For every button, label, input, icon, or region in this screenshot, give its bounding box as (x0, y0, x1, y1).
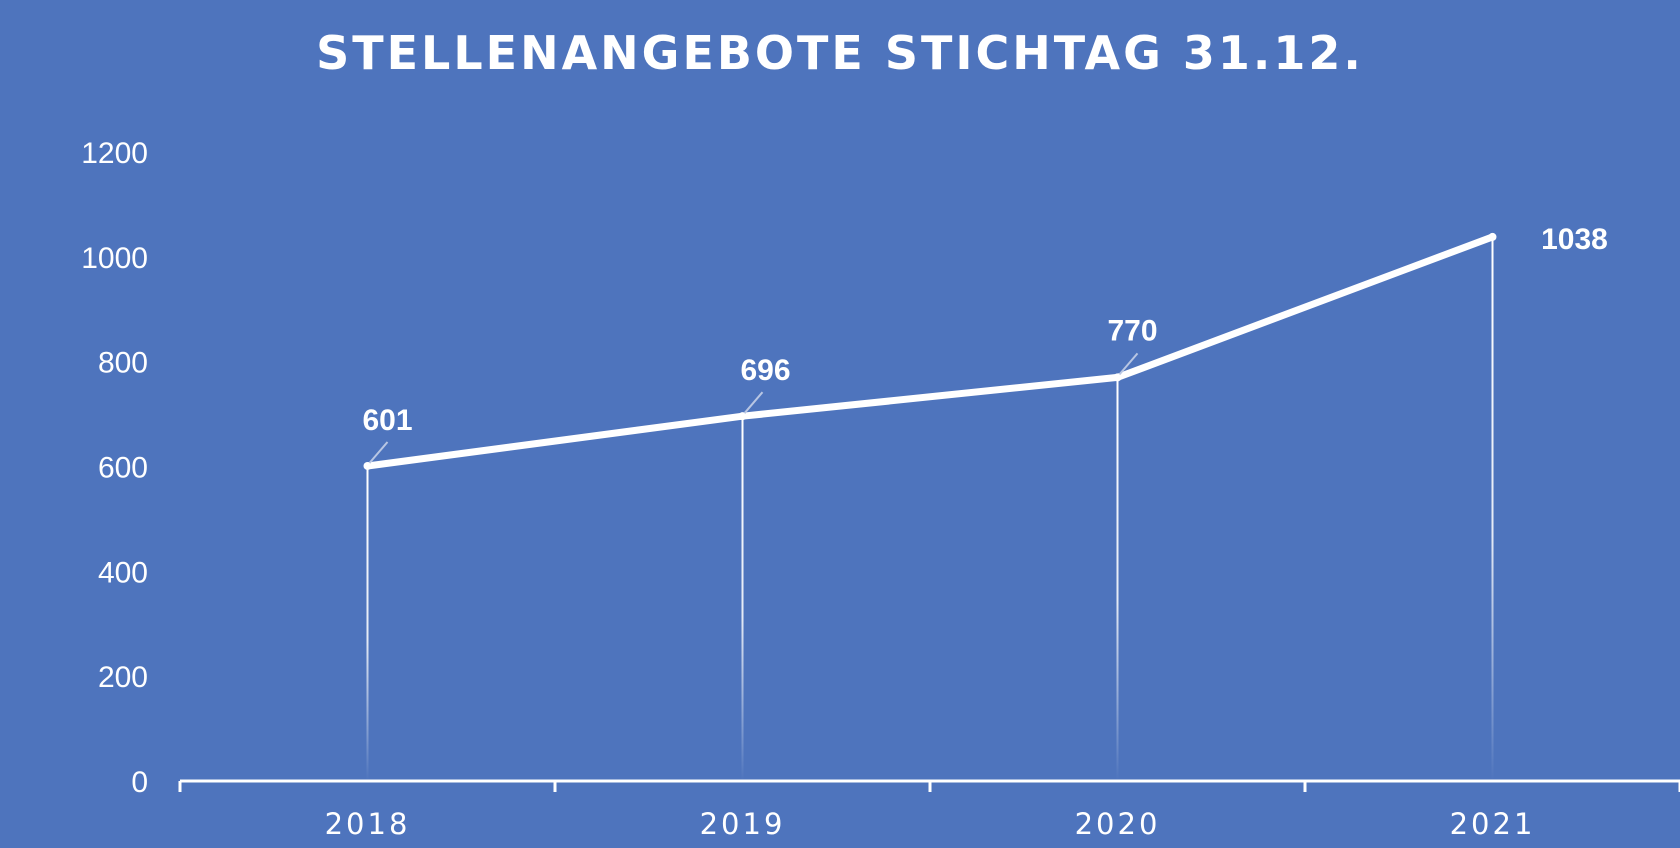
data-point (738, 412, 747, 421)
series-line (364, 233, 1496, 470)
y-axis: 0 200 400 600 800 1000 1200 (81, 137, 148, 799)
series-line-group (363, 232, 1497, 470)
y-tick-label: 200 (98, 661, 148, 694)
data-point (363, 461, 372, 470)
x-tick-label: 2021 (1450, 807, 1536, 841)
data-point (1113, 373, 1122, 382)
data-labels: 601 696 770 1038 (362, 223, 1608, 464)
drop-lines (366, 236, 1494, 782)
data-label-leader (1118, 352, 1139, 376)
data-point (1488, 232, 1497, 241)
y-tick-label: 0 (131, 766, 148, 799)
data-label-leader (743, 391, 764, 414)
x-tick-label: 2019 (700, 807, 786, 841)
x-tick-label: 2018 (325, 807, 411, 841)
data-label: 770 (1107, 314, 1157, 347)
y-tick-label: 800 (98, 347, 148, 380)
y-tick-label: 400 (98, 556, 148, 589)
data-label: 696 (740, 354, 790, 387)
drop-line (1491, 236, 1494, 782)
x-tick-label: 2020 (1075, 807, 1161, 841)
y-tick-label: 1200 (81, 137, 148, 170)
x-axis: 2018 2019 2020 2021 (178, 779, 1680, 841)
data-label-leader (368, 441, 389, 464)
drop-line (741, 416, 744, 781)
data-label: 601 (362, 404, 412, 437)
drop-line (1116, 377, 1119, 781)
chart-title: STELLENANGEBOTE STICHTAG 31.12. (316, 26, 1364, 80)
drop-line (366, 465, 369, 781)
data-label: 1038 (1541, 223, 1608, 256)
y-tick-label: 1000 (81, 242, 148, 275)
y-tick-label: 600 (98, 452, 148, 485)
